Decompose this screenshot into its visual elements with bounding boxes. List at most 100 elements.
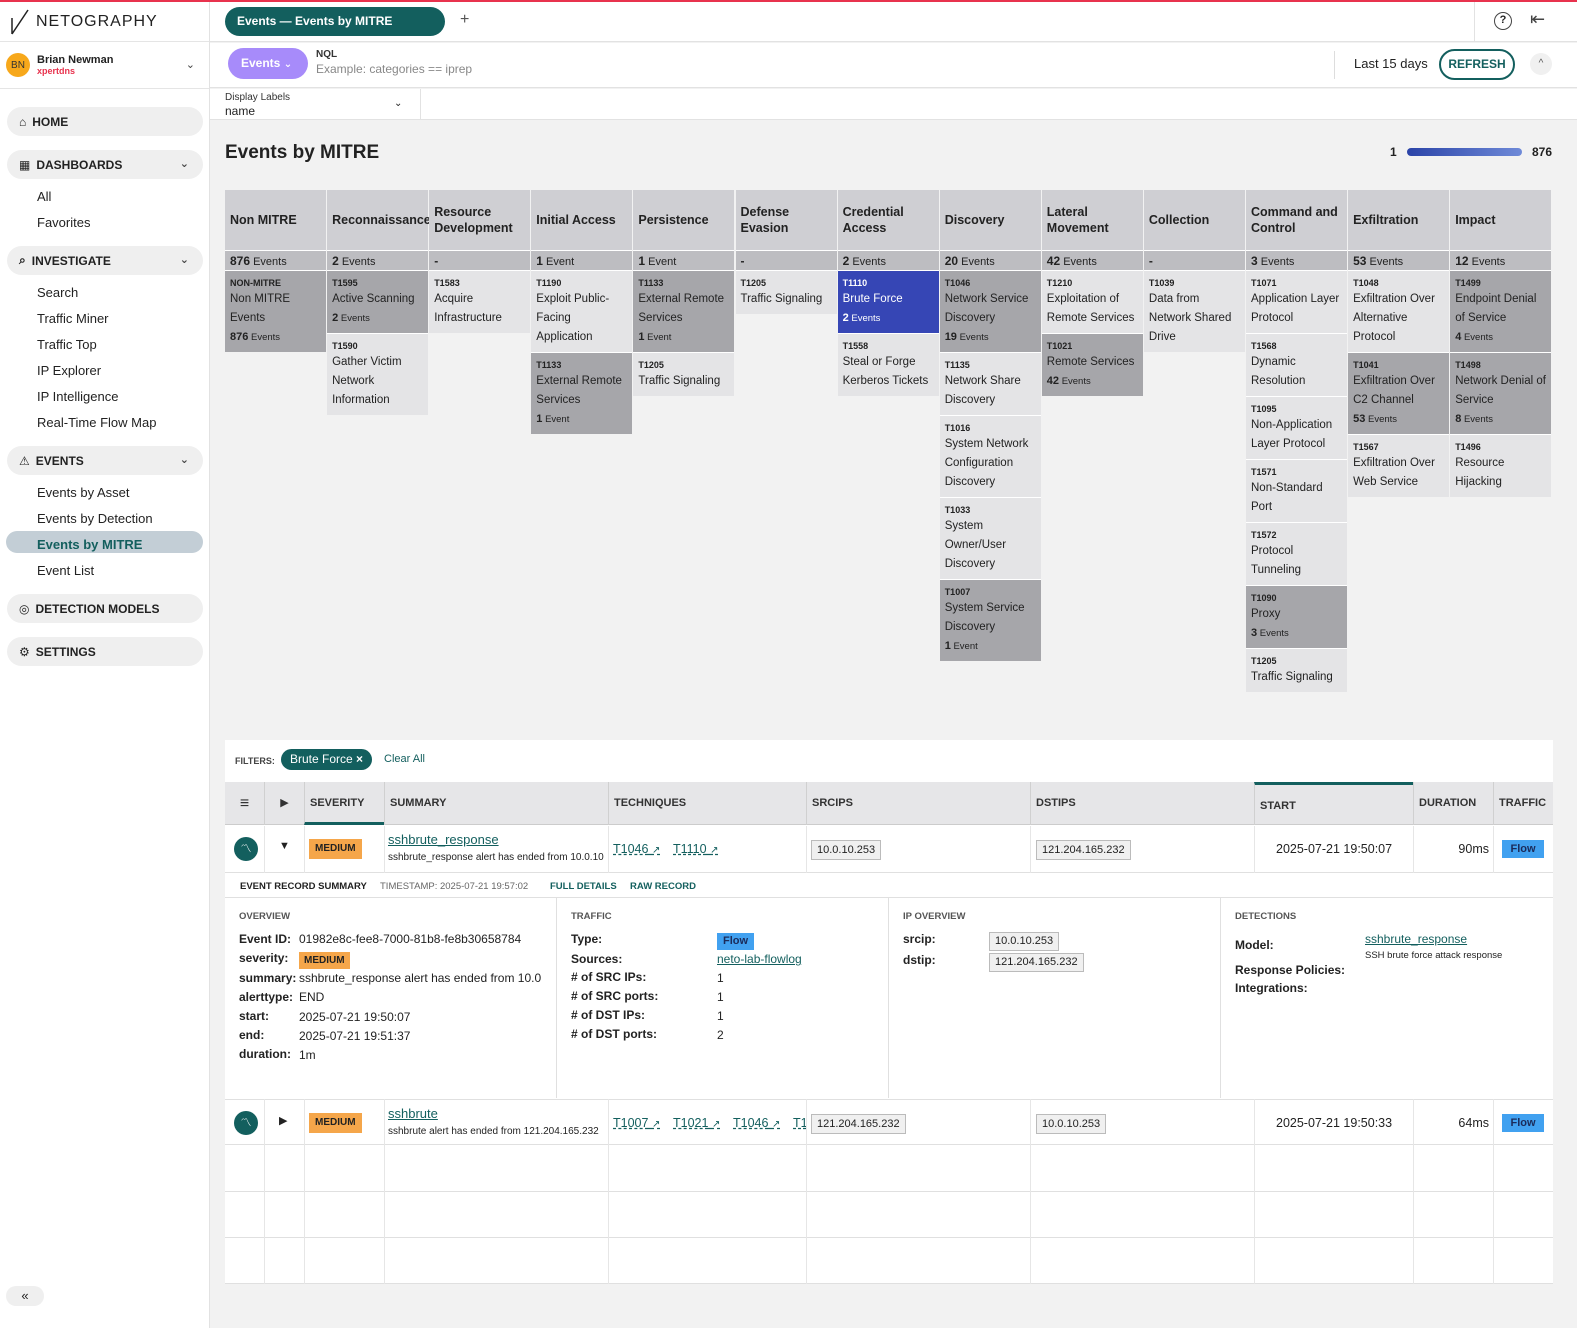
tactic-header[interactable]: Collection xyxy=(1143,190,1245,250)
chart-icon[interactable]: 〽 xyxy=(234,837,258,861)
nav-detection-models[interactable]: ◎ DETECTION MODELS xyxy=(7,594,203,623)
nav-item-all[interactable]: All xyxy=(37,189,52,204)
nav-item-traffic-top[interactable]: Traffic Top xyxy=(37,337,97,352)
technique-link[interactable]: T1046 ↗ xyxy=(613,842,660,856)
srcip-value[interactable]: 10.0.10.253 xyxy=(989,932,1060,951)
col-dstips[interactable]: DSTIPS xyxy=(1030,782,1254,825)
col-techniques[interactable]: TECHNIQUES xyxy=(608,782,806,825)
technique-cell[interactable]: T1583 Acquire Infrastructure xyxy=(429,270,531,333)
nav-dashboards[interactable]: ▦ DASHBOARDS ⌄ xyxy=(7,150,203,179)
technique-cell[interactable]: T1590 Gather Victim Network Information xyxy=(327,333,429,415)
technique-cell[interactable]: T1571 Non-Standard Port xyxy=(1246,459,1347,522)
display-labels-select[interactable]: name xyxy=(225,104,256,118)
srcip-value[interactable]: 10.0.10.253 xyxy=(811,840,882,860)
close-icon[interactable]: × xyxy=(356,752,364,766)
dstip-value[interactable]: 121.204.165.232 xyxy=(989,953,1084,972)
expand-all-icon[interactable]: ▶ xyxy=(264,782,304,825)
col-start[interactable]: START xyxy=(1254,782,1413,825)
collapse-row-icon[interactable]: ▼ xyxy=(279,840,290,852)
model-link[interactable]: sshbrute_response xyxy=(1365,932,1468,946)
nav-item-favorites[interactable]: Favorites xyxy=(37,215,91,230)
nav-item-search[interactable]: Search xyxy=(37,285,79,300)
tactic-header[interactable]: Lateral Movement xyxy=(1041,190,1143,250)
table-row[interactable]: 〽 ▶ MEDIUM sshbrute sshbrute alert has e… xyxy=(225,1099,1553,1145)
technique-cell[interactable]: T1133 External Remote Services 1 Event xyxy=(531,352,633,434)
tactic-header[interactable]: Resource Development xyxy=(429,190,531,250)
collapse-panel-icon[interactable]: ⇤ xyxy=(1530,9,1546,29)
nav-item-event-list[interactable]: Event List xyxy=(37,563,95,578)
logo[interactable]: NETOGRAPHY xyxy=(0,2,209,42)
table-row[interactable]: 〽 ▼ MEDIUM sshbrute_response sshbrute_re… xyxy=(225,826,1553,873)
technique-cell[interactable]: T1595 Active Scanning 2 Events xyxy=(327,270,429,333)
technique-cell[interactable]: T1016 System Network Configuration Discov… xyxy=(939,415,1041,497)
chart-icon[interactable]: 〽 xyxy=(234,1111,258,1135)
tactic-header[interactable]: Initial Access xyxy=(531,190,633,250)
expand-row-icon[interactable]: ▶ xyxy=(279,1115,288,1127)
event-name-link[interactable]: sshbrute_response xyxy=(388,832,499,847)
sources-link[interactable]: neto-lab-flowlog xyxy=(717,952,802,966)
tactic-header[interactable]: Credential Access xyxy=(837,190,939,250)
technique-cell[interactable]: T1039 Data from Network Shared Drive xyxy=(1143,270,1245,352)
dstip-value[interactable]: 121.204.165.232 xyxy=(1036,840,1131,860)
nav-item-ip-intelligence[interactable]: IP Intelligence xyxy=(37,389,119,404)
technique-cell[interactable]: T1205 Traffic Signaling xyxy=(633,352,735,396)
tactic-header[interactable]: Defense Evasion xyxy=(735,190,837,250)
tactic-header[interactable]: Non MITRE xyxy=(225,190,326,250)
tactic-header[interactable]: Reconnaissance xyxy=(327,190,431,250)
technique-cell[interactable]: T1133 External Remote Services 1 Event xyxy=(633,270,735,352)
nav-events[interactable]: ⚠ EVENTS ⌄ xyxy=(7,446,203,475)
help-icon[interactable]: ? xyxy=(1494,12,1512,30)
nav-item-ip-explorer[interactable]: IP Explorer xyxy=(37,363,102,378)
technique-cell[interactable]: T1205 Traffic Signaling xyxy=(1246,648,1347,692)
filter-chip-brute-force[interactable]: Brute Force × xyxy=(281,749,373,770)
col-summary[interactable]: SUMMARY xyxy=(384,782,608,825)
nav-home[interactable]: ⌂ HOME xyxy=(7,107,203,136)
time-range-select[interactable]: Last 15 days xyxy=(1354,56,1428,71)
technique-cell[interactable]: T1135 Network Share Discovery xyxy=(939,352,1041,415)
collapse-sidebar-button[interactable]: « xyxy=(6,1286,44,1306)
chevron-down-icon[interactable]: ⌄ xyxy=(394,98,403,109)
dstip-value[interactable]: 10.0.10.253 xyxy=(1036,1114,1107,1134)
col-srcips[interactable]: SRCIPS xyxy=(806,782,1030,825)
event-name-link[interactable]: sshbrute xyxy=(388,1106,438,1121)
tactic-header[interactable]: Persistence xyxy=(633,190,735,250)
technique-cell[interactable]: T1496 Resource Hijacking xyxy=(1450,434,1552,497)
tactic-header[interactable]: Impact xyxy=(1450,190,1552,250)
technique-link[interactable]: T1007 ↗ xyxy=(613,1116,660,1130)
nav-item-events-by-mitre[interactable]: Events by MITRE xyxy=(37,537,143,552)
nav-item-events-by-detection[interactable]: Events by Detection xyxy=(37,511,153,526)
technique-cell[interactable]: T1558 Steal or Forge Kerberos Tickets xyxy=(837,333,939,396)
full-details-link[interactable]: FULL DETAILS xyxy=(550,881,617,892)
tactic-header[interactable]: Command and Control xyxy=(1246,190,1347,250)
col-traffic[interactable]: TRAFFIC xyxy=(1493,782,1553,825)
technique-cell[interactable]: T1048 Exfiltration Over Alternative Proto… xyxy=(1348,270,1450,352)
tab-events-by-mitre[interactable]: Events — Events by MITRE xyxy=(225,7,445,36)
clear-all-link[interactable]: Clear All xyxy=(384,753,425,765)
technique-cell[interactable]: T1190 Exploit Public-Facing Application xyxy=(531,270,633,352)
technique-cell[interactable]: T1572 Protocol Tunneling xyxy=(1246,522,1347,585)
technique-cell[interactable]: T1498 Network Denial of Service 8 Events xyxy=(1450,352,1552,434)
technique-cell[interactable]: T1110 Brute Force 2 Events xyxy=(837,270,939,333)
column-menu-icon[interactable]: ≡ xyxy=(239,795,250,812)
nav-item-events-by-asset[interactable]: Events by Asset xyxy=(37,485,130,500)
nql-input[interactable]: Example: categories == iprep xyxy=(316,62,473,76)
srcip-value[interactable]: 121.204.165.232 xyxy=(811,1114,906,1134)
chevron-up-icon[interactable]: ^ xyxy=(1530,53,1552,75)
technique-cell[interactable]: T1041 Exfiltration Over C2 Channel 53 Even… xyxy=(1348,352,1450,434)
technique-cell[interactable]: T1090 Proxy 3 Events xyxy=(1246,585,1347,648)
technique-link[interactable]: T1110 ↗ xyxy=(673,842,718,856)
raw-record-link[interactable]: RAW RECORD xyxy=(630,881,696,892)
nav-item-traffic-miner[interactable]: Traffic Miner xyxy=(37,311,109,326)
nav-item-realtime-flow-map[interactable]: Real-Time Flow Map xyxy=(37,415,157,430)
technique-link[interactable]: T1021 ↗ xyxy=(673,1116,720,1130)
technique-link[interactable]: T1110 xyxy=(793,1116,806,1130)
col-duration[interactable]: DURATION xyxy=(1413,782,1493,825)
technique-cell[interactable]: T1567 Exfiltration Over Web Service xyxy=(1348,434,1450,497)
technique-cell[interactable]: T1021 Remote Services 42 Events xyxy=(1041,333,1143,396)
tactic-header[interactable]: Exfiltration xyxy=(1348,190,1450,250)
technique-cell[interactable]: T1033 System Owner/User Discovery xyxy=(939,497,1041,579)
technique-cell[interactable]: T1071 Application Layer Protocol xyxy=(1246,270,1347,333)
technique-cell[interactable]: T1205 Traffic Signaling xyxy=(735,270,837,314)
scope-select[interactable]: Events ⌄ xyxy=(228,48,308,79)
technique-cell[interactable]: T1046 Network Service Discovery 19 Events xyxy=(939,270,1041,352)
